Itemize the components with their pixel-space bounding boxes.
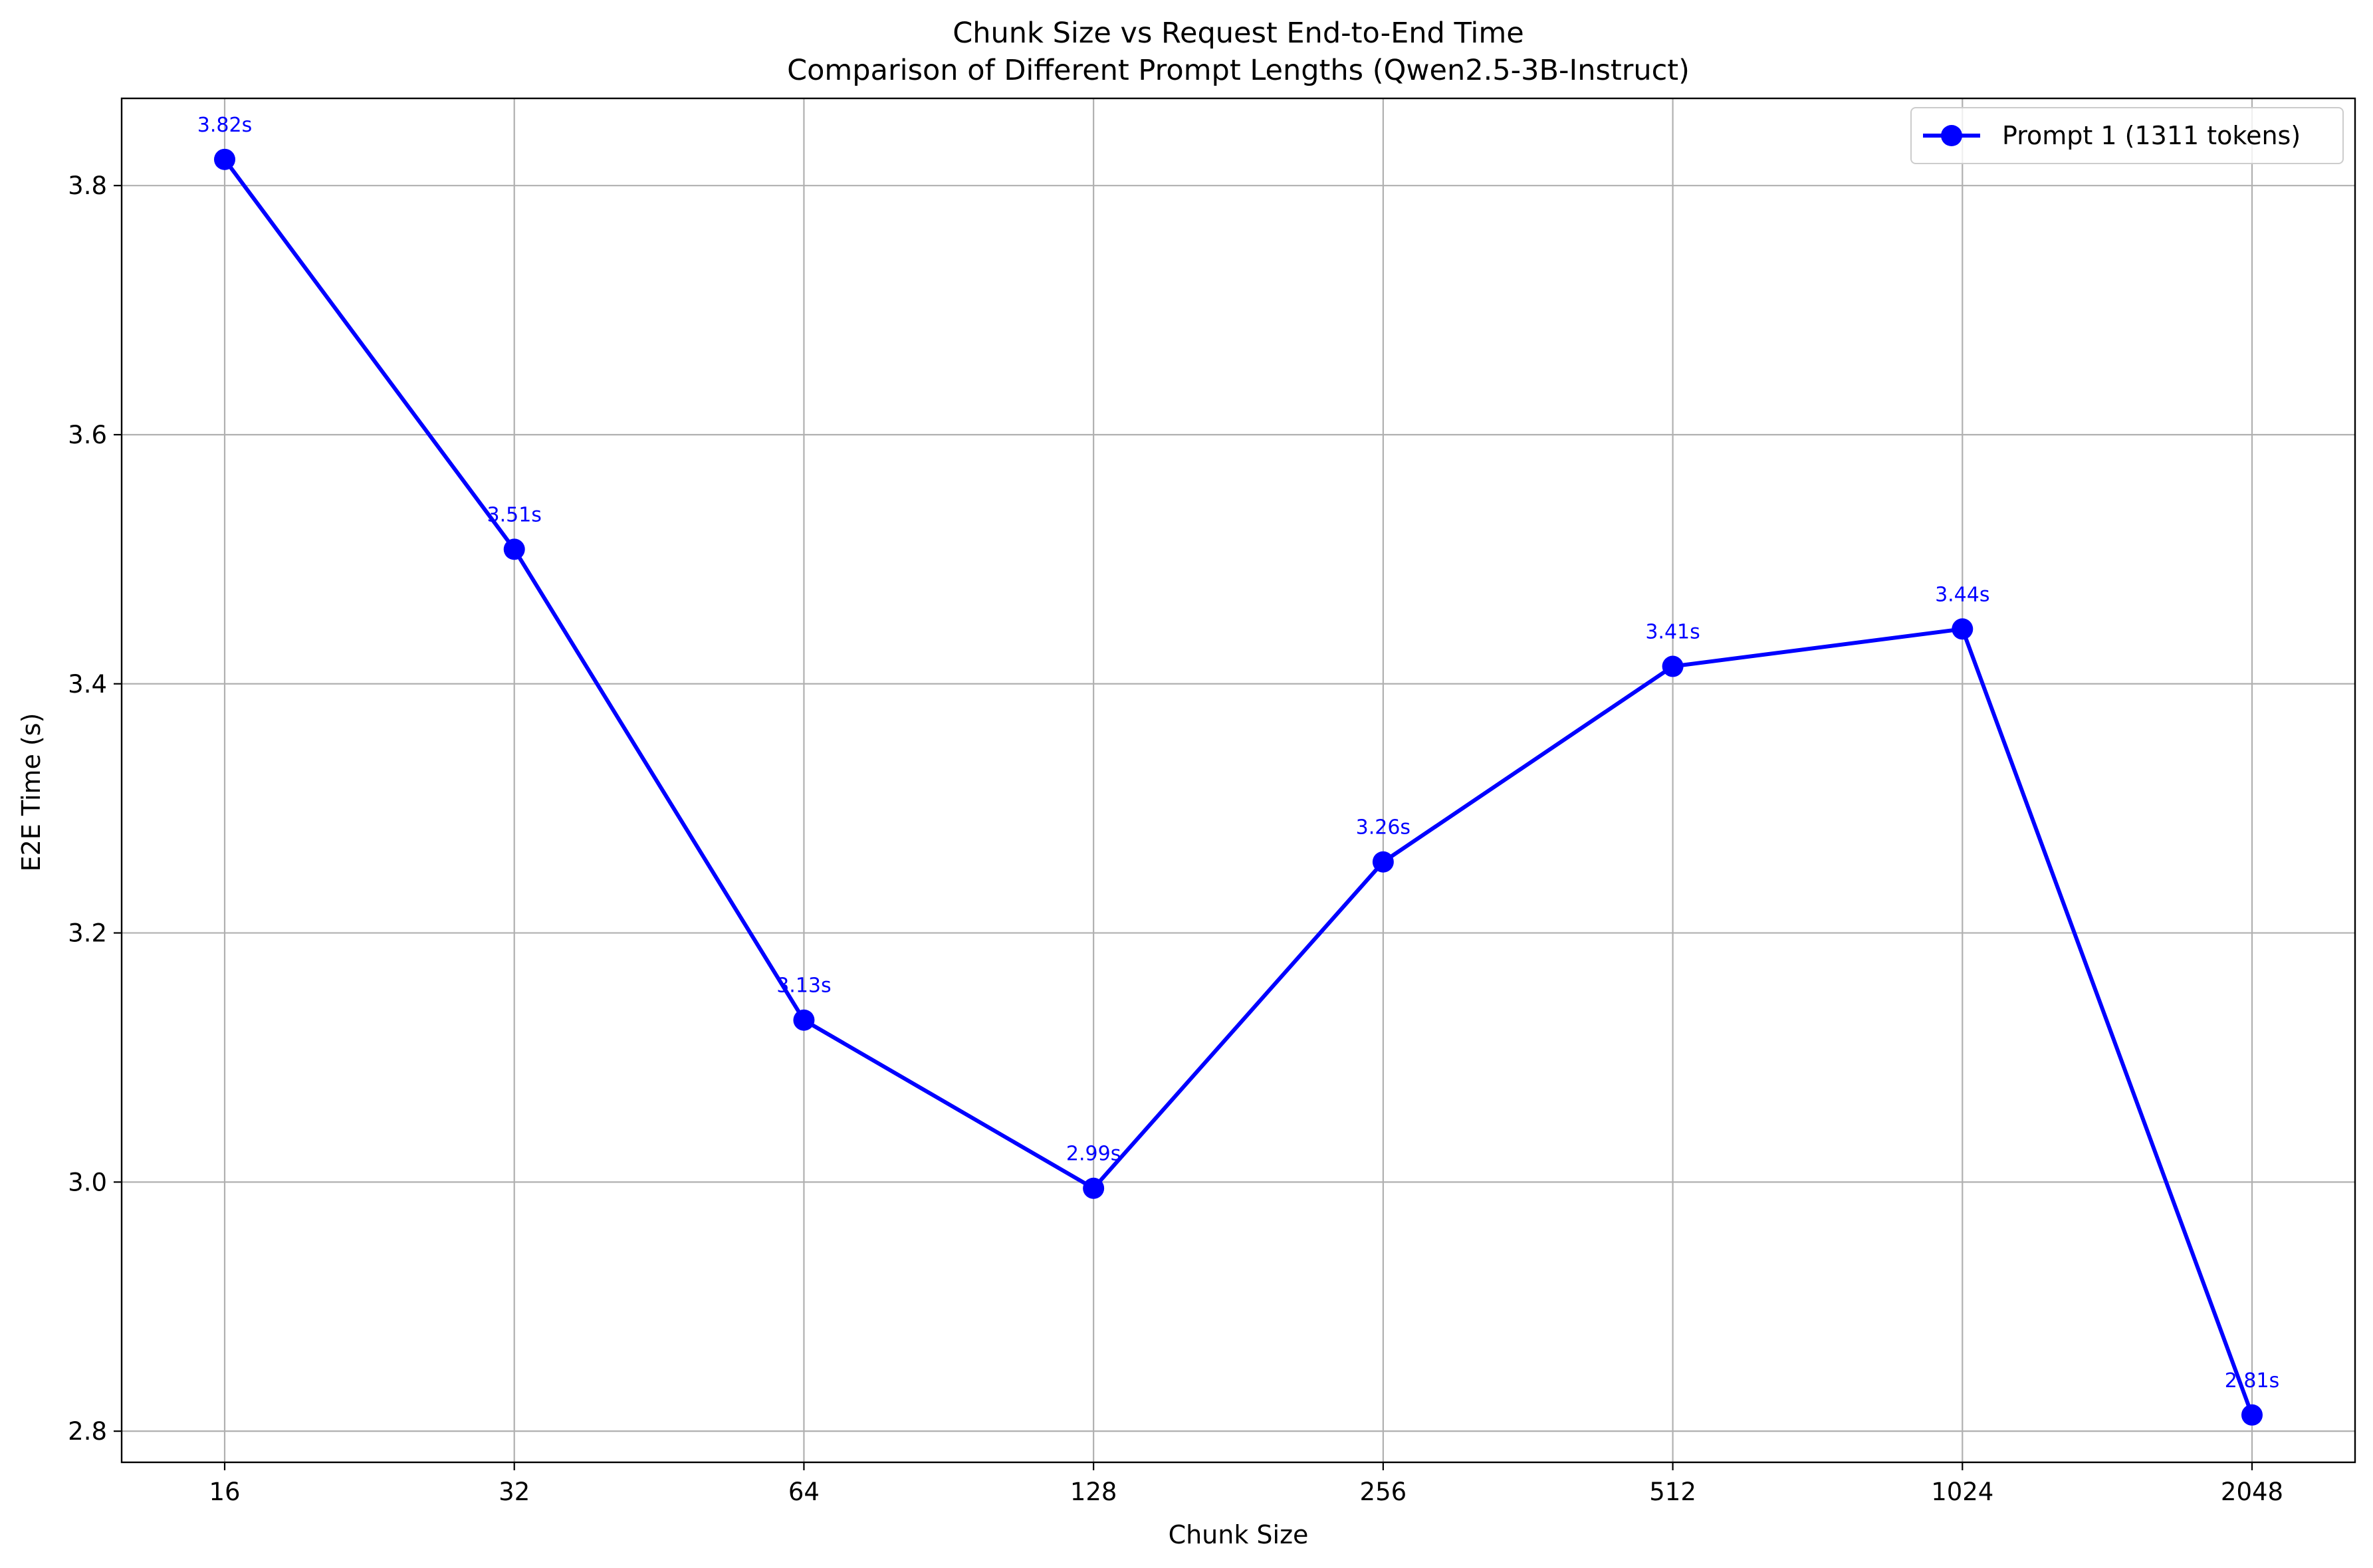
y-tick-label: 3.6 (68, 421, 107, 449)
data-point-label: 2.99s (1066, 1143, 1121, 1166)
data-point-label: 2.81s (2225, 1369, 2279, 1393)
x-tick-label: 64 (788, 1478, 820, 1506)
data-point-marker (793, 1009, 815, 1031)
x-tick-label: 32 (499, 1478, 530, 1506)
data-point-marker (1662, 655, 1684, 677)
plot-frame (120, 97, 2356, 1464)
legend-box (1910, 107, 2344, 164)
data-point-marker (1083, 1177, 1105, 1199)
data-point-marker (214, 148, 235, 170)
x-axis-label: Chunk Size (1169, 1520, 1309, 1549)
chart-subtitle: Comparison of Different Prompt Lengths (… (787, 54, 1690, 87)
data-point-label: 3.82s (197, 114, 252, 137)
legend-marker-swatch (1941, 125, 1962, 146)
data-point-label: 3.51s (487, 503, 541, 526)
data-point-marker (503, 538, 525, 560)
grid-layer (122, 98, 2355, 1462)
x-tick-label: 2048 (2221, 1478, 2283, 1506)
axes-layer: 16 32 64 128 256 512 1024 2048 2.8 3.0 3.2 3.4 3.6 3.… (68, 97, 2356, 1506)
x-tick-label: 16 (209, 1478, 240, 1506)
legend-entry-label: Prompt 1 (1311 tokens) (2002, 121, 2301, 150)
legend: Prompt 1 (1311 tokens) (1910, 107, 2344, 164)
data-point-label: 3.41s (1645, 621, 1700, 644)
x-tick-label: 128 (1070, 1478, 1117, 1506)
data-point-marker (1952, 618, 1974, 640)
series-layer (214, 148, 2263, 1426)
data-point-label: 3.26s (1356, 816, 1411, 840)
data-point-label: 3.13s (776, 974, 831, 998)
y-axis-label: E2E Time (s) (17, 713, 46, 872)
data-point-label: 3.44s (1935, 583, 1989, 606)
x-tick-label: 1024 (1931, 1478, 1993, 1506)
series-line (223, 158, 2254, 1416)
x-tick-label: 512 (1649, 1478, 1696, 1506)
y-tick-label: 3.0 (68, 1168, 107, 1196)
data-labels-layer: 3.82s 3.51s 3.13s 2.99s 3.26s 3.41s 3.44s 2.81s (197, 114, 2279, 1393)
y-tick-label: 3.4 (68, 670, 107, 699)
y-tick-label: 3.8 (68, 171, 107, 200)
y-tick-label: 3.2 (68, 919, 107, 948)
data-point-marker (1372, 851, 1394, 873)
chart-title: Chunk Size vs Request End-to-End Time (953, 17, 1524, 50)
x-tick-label: 256 (1360, 1478, 1407, 1506)
data-point-marker (2241, 1404, 2263, 1426)
y-tick-label: 2.8 (68, 1417, 107, 1446)
